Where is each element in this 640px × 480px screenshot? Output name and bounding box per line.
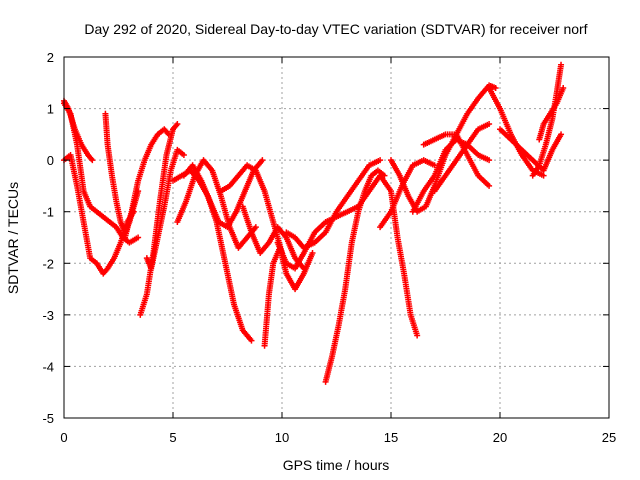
- series-track-26: [536, 84, 567, 143]
- plot-frame: [63, 56, 610, 419]
- series-track-11: [217, 162, 285, 256]
- data-point: [135, 234, 142, 241]
- data-point: [558, 131, 565, 138]
- series-track-19: [388, 82, 499, 215]
- y-tick-label: 0: [47, 153, 54, 168]
- data-point: [486, 121, 493, 128]
- series-track-6: [122, 126, 172, 241]
- series-track-13: [261, 244, 316, 349]
- chart-title: Day 292 of 2020, Sidereal Day-to-day VTE…: [84, 21, 587, 37]
- y-tick-label: 1: [47, 102, 54, 117]
- data-point: [414, 332, 421, 339]
- x-tick-label: 5: [169, 430, 176, 445]
- y-tick-label: -3: [42, 308, 54, 323]
- data-point: [259, 157, 266, 164]
- y-tick-label: 2: [47, 50, 54, 65]
- x-tick-label: 20: [493, 430, 507, 445]
- x-tick-label: 25: [602, 430, 616, 445]
- series-track-15: [283, 157, 384, 251]
- x-tick-labels: 0 5 10 15 20 25: [60, 430, 616, 445]
- x-tick-label: 0: [60, 430, 67, 445]
- data-point: [377, 157, 384, 164]
- x-tick-label: 15: [384, 430, 398, 445]
- y-tick-label: -4: [42, 359, 54, 374]
- series-track-25: [529, 61, 565, 179]
- y-tick-label: -2: [42, 256, 54, 271]
- data-point: [248, 337, 255, 344]
- grid-lines: [64, 57, 609, 418]
- series-track-16: [322, 167, 388, 385]
- data-point: [486, 182, 493, 189]
- data-point: [165, 131, 172, 138]
- data-points: [61, 61, 567, 385]
- series-track-12: [239, 203, 307, 272]
- x-tick-label: 10: [275, 430, 289, 445]
- data-point: [560, 84, 567, 91]
- data-point: [492, 84, 499, 91]
- series-track-4: [102, 110, 142, 236]
- series-track-8: [170, 167, 255, 344]
- series-track-3: [61, 97, 96, 164]
- data-point: [309, 249, 316, 256]
- axis-ticks: [63, 56, 610, 419]
- data-point: [89, 157, 96, 164]
- y-tick-label: -5: [42, 411, 54, 426]
- y-tick-label: -1: [42, 205, 54, 220]
- data-point: [486, 157, 493, 164]
- data-point: [252, 224, 259, 231]
- y-axis-label: SDTVAR / TECUs: [5, 182, 21, 294]
- series-track-7: [143, 146, 187, 272]
- x-axis-label: GPS time / hours: [283, 457, 390, 473]
- data-point: [540, 172, 547, 179]
- data-point: [180, 151, 187, 158]
- data-point: [558, 61, 565, 68]
- data-point: [174, 121, 181, 128]
- series-track-17: [355, 172, 421, 339]
- series-track-22: [431, 121, 493, 195]
- y-tick-labels: -5 -4 -3 -2 -1 0 1 2: [42, 50, 54, 426]
